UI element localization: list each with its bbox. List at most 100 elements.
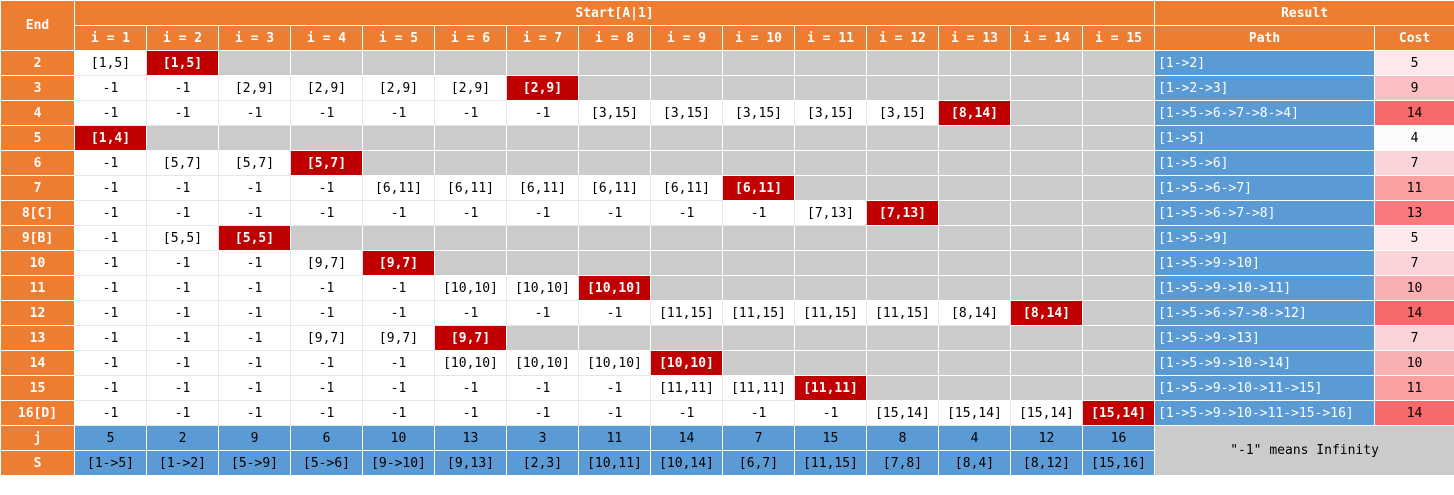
table-cell: -1 — [290, 275, 363, 301]
path-cell: [1->5->9->10->11->15] — [1154, 375, 1376, 401]
empty-cell — [866, 175, 939, 201]
j-cell: 5 — [74, 425, 147, 451]
table-cell: [15,14] — [866, 400, 939, 426]
end-node-label: 7 — [0, 175, 75, 201]
highlighted-cell: [7,13] — [866, 200, 939, 226]
table-cell: [6,11] — [578, 175, 651, 201]
table-cell: [11,11] — [722, 375, 795, 401]
s-row: S [1->5] [1->2] [5->9] [5->6] [9->10] [9,13][… — [0, 450, 1454, 476]
table-cell: [5,7] — [146, 150, 219, 176]
empty-cell — [866, 75, 939, 101]
highlighted-cell: [1,4] — [74, 125, 147, 151]
path-cell: [1->5->9->13] — [1154, 325, 1376, 351]
end-node-label: 13 — [0, 325, 75, 351]
end-node-label: 3 — [0, 75, 75, 101]
s-cell: [9,13] — [434, 450, 507, 476]
table-cell: -1 — [74, 225, 147, 251]
table-cell: [9,7] — [290, 325, 363, 351]
empty-cell — [866, 150, 939, 176]
empty-cell — [362, 225, 435, 251]
table-cell: [3,15] — [650, 100, 723, 126]
table-cell: -1 — [74, 250, 147, 276]
highlighted-cell: [10,10] — [578, 275, 651, 301]
j-cell: 6 — [290, 425, 363, 451]
empty-cell — [938, 125, 1011, 151]
table-cell: -1 — [434, 400, 507, 426]
s-cell: [6,7] — [722, 450, 795, 476]
empty-cell — [1010, 125, 1083, 151]
highlighted-cell: [15,14] — [1081, 400, 1156, 426]
table-cell: -1 — [146, 300, 219, 326]
column-header: i = 7 — [506, 25, 579, 51]
end-node-label: 9[B] — [0, 225, 75, 251]
table-cell: -1 — [722, 400, 795, 426]
empty-cell — [794, 150, 867, 176]
empty-cell — [578, 125, 651, 151]
table-cell: -1 — [290, 200, 363, 226]
table-cell: -1 — [146, 200, 219, 226]
empty-cell — [1010, 225, 1083, 251]
column-header: i = 4 — [290, 25, 363, 51]
empty-cell — [1081, 350, 1156, 376]
table-cell: [2,9] — [434, 75, 507, 101]
empty-cell — [722, 75, 795, 101]
empty-cell — [506, 325, 579, 351]
table-cell: [6,11] — [362, 175, 435, 201]
column-header: i = 13 — [938, 25, 1011, 51]
table-cell: -1 — [146, 75, 219, 101]
cost-cell: 14 — [1374, 100, 1454, 126]
end-node-label: 11 — [0, 275, 75, 301]
table-cell: [11,15] — [866, 300, 939, 326]
empty-cell — [1010, 175, 1083, 201]
empty-cell — [1010, 250, 1083, 276]
table-row: 16[D] -1 -1 -1 -1 -1 -1 -1 -1 -1 -1 -1 [15,14] [15,14… — [0, 400, 1454, 426]
highlighted-cell: [8,14] — [1010, 300, 1083, 326]
table-row: 10 -1 -1 -1 [9,7] [9,7] [1->5->9->10] 7 — [0, 250, 1454, 276]
s-cell: [8,12] — [1010, 450, 1083, 476]
empty-cell — [866, 250, 939, 276]
j-label: j — [0, 425, 75, 451]
table-cell: -1 — [434, 375, 507, 401]
empty-cell — [866, 125, 939, 151]
empty-cell — [1081, 300, 1156, 326]
empty-cell — [938, 50, 1011, 76]
s-cell: [9->10] — [362, 450, 435, 476]
empty-cell — [794, 125, 867, 151]
empty-cell — [650, 150, 723, 176]
j-row: j 5 2 9 6 10 13 3 11 14 7 15 8 4 12 16 "-1" means Infin… — [0, 425, 1454, 476]
path-cell: [1->5->6->7] — [1154, 175, 1376, 201]
empty-cell — [650, 50, 723, 76]
empty-cell — [506, 125, 579, 151]
table-cell: -1 — [74, 100, 147, 126]
table-cell: [3,15] — [722, 100, 795, 126]
table-cell: -1 — [506, 400, 579, 426]
highlighted-cell: [6,11] — [722, 175, 795, 201]
empty-cell — [722, 250, 795, 276]
empty-cell — [938, 75, 1011, 101]
empty-cell — [362, 125, 435, 151]
empty-cell — [650, 325, 723, 351]
table-row: 14 -1 -1 -1 -1 -1 [10,10] [10,10] [10,10] [10,10]… — [0, 350, 1454, 376]
empty-cell — [866, 275, 939, 301]
table-cell: -1 — [362, 275, 435, 301]
empty-cell — [794, 175, 867, 201]
j-cell: 14 — [650, 425, 723, 451]
empty-cell — [938, 200, 1011, 226]
table-cell: -1 — [290, 300, 363, 326]
path-cell: [1->2->3] — [1154, 75, 1376, 101]
path-cell: [1->5->9->10] — [1154, 250, 1376, 276]
table-cell: [9,7] — [290, 250, 363, 276]
table-cell: [15,14] — [1010, 400, 1083, 426]
end-node-label: 2 — [0, 50, 75, 76]
empty-cell — [938, 325, 1011, 351]
table-cell: -1 — [506, 375, 579, 401]
table-cell: -1 — [74, 300, 147, 326]
table-cell: -1 — [218, 400, 291, 426]
table-cell: -1 — [794, 400, 867, 426]
table-cell: -1 — [722, 200, 795, 226]
table-cell: [11,15] — [650, 300, 723, 326]
empty-cell — [290, 225, 363, 251]
table-cell: [10,10] — [578, 350, 651, 376]
empty-cell — [434, 150, 507, 176]
highlighted-cell: [11,11] — [794, 375, 867, 401]
